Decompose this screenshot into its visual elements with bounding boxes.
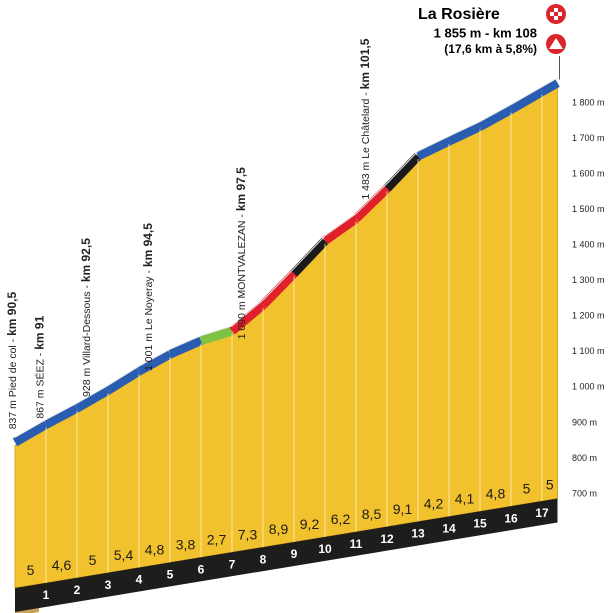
gradient-segment	[477, 105, 514, 131]
gradient-segment	[322, 215, 359, 245]
gradient-label: 8,9	[269, 521, 289, 537]
gradient-label: 8,5	[362, 506, 382, 522]
waypoint-name: 867 m SÉEZ -	[33, 350, 46, 419]
gradient-segment	[199, 326, 234, 345]
gradient-label: 4,8	[486, 485, 506, 501]
x-tick-label: 11	[350, 537, 363, 551]
y-tick-label: 1 100 m	[572, 346, 605, 356]
y-tick-label: 900 m	[572, 417, 597, 427]
x-tick-label: 12	[380, 532, 394, 546]
gradient-label: 5	[89, 552, 97, 568]
x-tick-label: 10	[318, 542, 332, 556]
waypoint-label: 1 483 m Le Châtelard - km 101,5	[358, 38, 372, 199]
gradient-segment	[290, 237, 329, 277]
gradient-segment	[383, 153, 422, 192]
gradient-segment	[12, 420, 49, 447]
x-tick-label: 14	[442, 522, 456, 536]
x-tick-label: 17	[535, 506, 549, 520]
gradient-label: 5	[546, 476, 554, 492]
waypoint-km: km 101,5	[358, 38, 372, 89]
waypoint-label: 837 m Pied de col - km 90,5	[5, 292, 19, 430]
waypoint-name: 1 483 m Le Châtelard -	[360, 89, 372, 199]
gradient-label: 9,1	[393, 501, 413, 517]
x-tick-label: 7	[229, 557, 236, 571]
x-tick-label: 3	[105, 578, 112, 592]
x-tick-label: 9	[291, 547, 298, 561]
gradient-segment	[74, 386, 111, 413]
gradient-label: 4,6	[52, 557, 72, 573]
waypoint-km: km 97,5	[234, 167, 248, 211]
waypoint-km: km 92,5	[79, 238, 93, 282]
base-strip	[15, 498, 558, 612]
gradient-segment	[416, 137, 451, 161]
y-tick-label: 1 200 m	[572, 311, 605, 321]
x-tick-label: 2	[74, 583, 81, 597]
gradient-label: 4,1	[455, 491, 475, 507]
y-tick-label: 1 300 m	[572, 275, 605, 285]
ribbon-outline	[14, 77, 558, 438]
waypoint-km: km 94,5	[141, 223, 155, 267]
waypoint-name: 1 001 m Le Noyeray -	[143, 267, 155, 371]
y-tick-label: 1 500 m	[572, 204, 605, 214]
summit-icons	[546, 4, 566, 54]
summit-label: 1 855 m - km 108	[434, 25, 537, 40]
gradient-label: 5	[27, 562, 35, 578]
waypoint-km: km 91	[33, 315, 47, 349]
waypoint-name: 837 m Pied de col -	[7, 336, 19, 429]
gradient-label: 5,4	[114, 547, 134, 563]
waypoint-label: 928 m Villard-Dessous - km 92,5	[79, 238, 93, 397]
waypoint-km: km 90,5	[5, 292, 19, 336]
gradient-label: 9,2	[300, 516, 320, 532]
gradient-label: 4,2	[424, 496, 444, 512]
x-tick-label: 13	[411, 527, 425, 541]
x-tick-label: 1	[43, 588, 50, 602]
y-tick-label: 1 400 m	[572, 240, 605, 250]
waypoint-label: 1 001 m Le Noyeray - km 94,5	[141, 223, 155, 371]
gradient-segment	[508, 87, 545, 114]
gradient-label: 3,8	[176, 537, 196, 553]
summit-note: (17,6 km à 5,8%)	[444, 42, 537, 56]
x-tick-label: 4	[136, 573, 143, 587]
summit-name: La Rosière	[418, 6, 500, 23]
waypoint-name: 1 090 m MONTVALEZAN -	[236, 211, 248, 339]
gradient-segment	[447, 122, 482, 146]
gradient-segment	[539, 78, 560, 96]
y-tick-label: 1 700 m	[572, 133, 605, 143]
gradient-segment	[168, 336, 203, 359]
y-tick-label: 1 600 m	[572, 168, 605, 178]
waypoint-label: 867 m SÉEZ - km 91	[33, 315, 47, 418]
gradient-label: 6,2	[331, 511, 351, 527]
gradient-segment	[105, 367, 142, 395]
gradient-label: 2,7	[207, 531, 227, 547]
gradient-label: 4,8	[145, 542, 165, 558]
y-tick-label: 1 800 m	[572, 97, 605, 107]
x-tick-label: 5	[167, 568, 174, 582]
gradient-segment	[43, 404, 80, 429]
y-tick-label: 800 m	[572, 453, 597, 463]
waypoint-name: 928 m Villard-Dessous -	[81, 282, 93, 397]
gradient-segment	[259, 270, 298, 309]
gradient-segment	[229, 301, 266, 335]
x-tick-label: 15	[473, 516, 487, 530]
x-tick-label: 16	[504, 511, 518, 525]
y-tick-label: 1 000 m	[572, 382, 605, 392]
gradient-label: 7,3	[238, 526, 258, 542]
gradient-segment	[136, 350, 173, 376]
x-tick-label: 8	[260, 552, 267, 566]
gradient-label: 5	[523, 480, 531, 496]
waypoint-label: 1 090 m MONTVALEZAN - km 97,5	[234, 167, 248, 340]
x-tick-label: 6	[198, 562, 205, 576]
y-tick-label: 700 m	[572, 488, 597, 498]
gradient-segment	[352, 185, 391, 222]
